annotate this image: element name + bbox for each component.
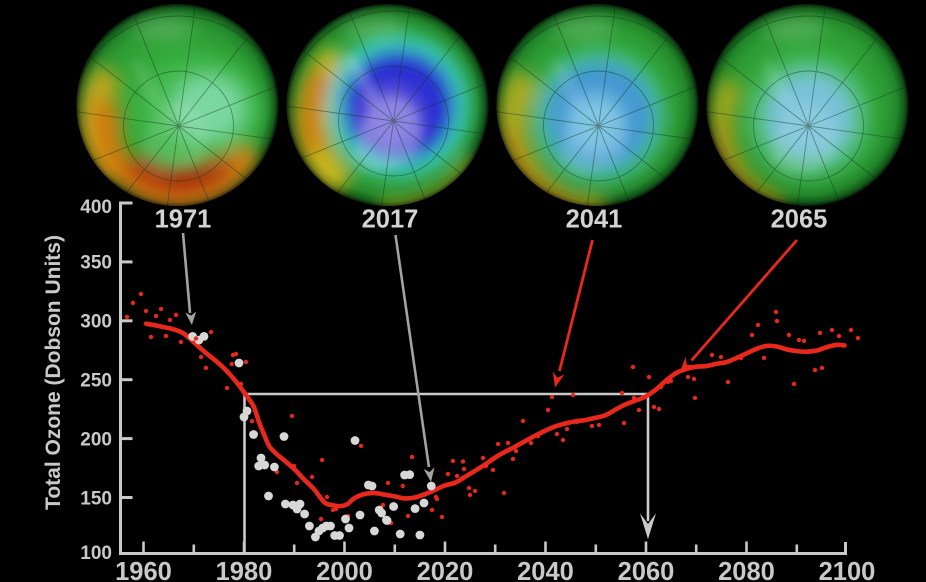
svg-text:2100: 2100: [819, 558, 876, 582]
svg-text:1960: 1960: [115, 558, 172, 582]
svg-text:2020: 2020: [417, 558, 474, 582]
svg-text:350: 350: [80, 253, 112, 274]
svg-text:2065: 2065: [771, 206, 828, 234]
svg-text:200: 200: [80, 429, 112, 450]
svg-text:100: 100: [80, 543, 112, 564]
svg-text:2041: 2041: [566, 206, 623, 234]
svg-text:400: 400: [80, 197, 112, 218]
svg-text:2080: 2080: [718, 558, 775, 582]
svg-text:1980: 1980: [216, 558, 273, 582]
svg-text:Total Ozone (Dobson Units): Total Ozone (Dobson Units): [42, 235, 65, 510]
svg-text:2000: 2000: [316, 558, 373, 582]
svg-text:250: 250: [80, 371, 112, 392]
svg-text:2040: 2040: [517, 558, 574, 582]
svg-text:2017: 2017: [362, 206, 419, 234]
svg-text:150: 150: [80, 488, 112, 509]
svg-text:2060: 2060: [618, 558, 675, 582]
svg-text:300: 300: [80, 312, 112, 333]
svg-text:1971: 1971: [155, 206, 212, 234]
